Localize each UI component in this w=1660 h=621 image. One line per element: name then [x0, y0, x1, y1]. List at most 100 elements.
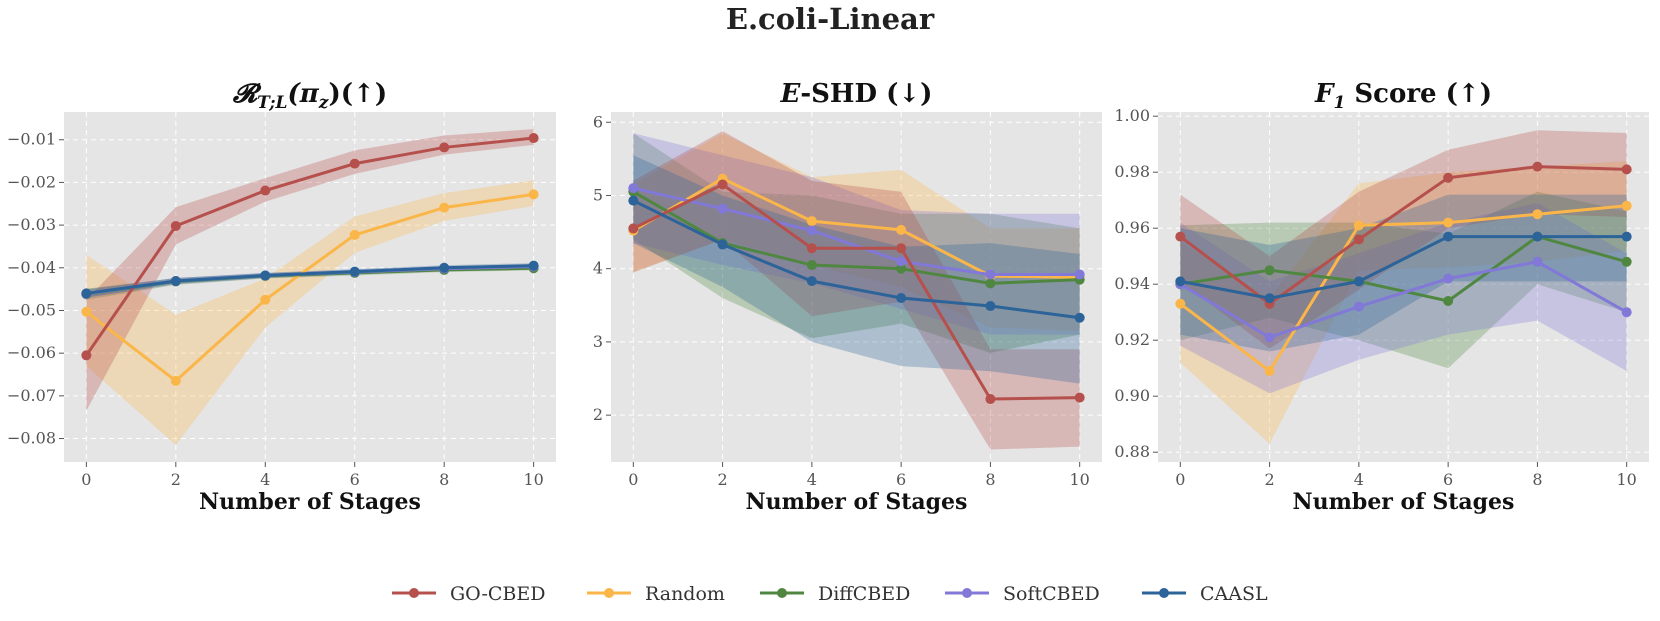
x-tick-label: 10: [523, 470, 543, 489]
data-point-caasl: [717, 239, 728, 250]
x-tick-label: 0: [81, 470, 91, 489]
data-point-caasl: [1264, 293, 1275, 304]
chart-panel-1: 0 2 4 6 8 10 −0.08 −0.07 −0.06 −0.05 −0.04 −0.03 −0.…: [7, 79, 556, 515]
data-point-diffcbed: [985, 278, 996, 289]
y-tick-label: 0.92: [1114, 330, 1150, 349]
series-line-caasl: [86, 264, 534, 295]
legend-item-caasl: CAASL: [1142, 583, 1268, 605]
series-line-diffcbed: [632, 190, 1080, 285]
y-tick-label: −0.06: [7, 343, 56, 362]
data-point-random: [1443, 217, 1454, 228]
x-tick-label: 6: [350, 470, 360, 489]
x-tick-label: 4: [1354, 470, 1364, 489]
x-tick-label: 8: [1532, 470, 1542, 489]
series-line-go-cbed: [85, 136, 534, 357]
legend-item-diffcbed: DiffCBED: [760, 583, 910, 605]
series-line-random: [1179, 204, 1627, 374]
series-line-softcbed: [1179, 260, 1628, 340]
y-tick-label: 0.96: [1114, 218, 1150, 237]
x-tick-label: 4: [807, 470, 817, 489]
data-point-softcbed: [1621, 307, 1632, 318]
data-point-softcbed: [806, 225, 817, 236]
data-point-random: [439, 202, 450, 213]
series-line-softcbed: [632, 186, 1080, 277]
band-softcbed: [1180, 203, 1627, 394]
x-tick-label: 8: [985, 470, 995, 489]
legend-label: Random: [645, 583, 725, 605]
data-point-random: [1532, 209, 1543, 220]
data-point-softcbed: [896, 256, 907, 267]
data-point-go-cbed: [81, 350, 92, 361]
y-tick-label: 1.00: [1114, 106, 1150, 125]
data-point-diffcbed: [1264, 265, 1275, 276]
y-tick-label: 0.94: [1114, 274, 1150, 293]
data-point-go-cbed: [1532, 161, 1543, 172]
y-tick-label: 0.90: [1114, 386, 1150, 405]
legend-item-softcbed: SoftCBED: [945, 583, 1100, 605]
data-point-caasl: [985, 301, 996, 312]
band-diffcbed: [633, 133, 1080, 353]
x-tick-label: 2: [1264, 470, 1274, 489]
data-point-softcbed: [1074, 269, 1085, 280]
data-point-go-cbed: [717, 179, 728, 190]
data-point-caasl: [81, 288, 92, 299]
data-point-go-cbed: [1353, 234, 1364, 245]
y-tick-label: −0.02: [7, 172, 56, 191]
chart-title: E-SHD (↓): [780, 79, 933, 109]
y-tick-label: −0.01: [7, 130, 56, 149]
data-point-caasl: [628, 195, 639, 206]
data-point-go-cbed: [528, 133, 539, 144]
data-point-random: [349, 229, 360, 240]
legend-item-go-cbed: GO-CBED: [392, 583, 545, 605]
data-point-softcbed: [717, 203, 728, 214]
data-point-softcbed: [628, 183, 639, 194]
band-go-cbed: [86, 129, 534, 411]
x-tick-label: 8: [439, 470, 449, 489]
legend-label: CAASL: [1200, 583, 1268, 605]
x-tick-label: 10: [1070, 470, 1090, 489]
data-point-go-cbed: [896, 243, 907, 254]
panels: 0 2 4 6 8 10 −0.08 −0.07 −0.06 −0.05 −0.04 −0.03 −0.…: [7, 79, 1649, 515]
data-point-random: [1175, 298, 1186, 309]
data-point-caasl: [528, 260, 539, 271]
series-line-random: [85, 192, 534, 383]
legend: GO-CBED Random DiffCBED SoftCBED CAASL: [392, 583, 1268, 605]
data-point-go-cbed: [1175, 231, 1186, 242]
band-random: [86, 180, 534, 445]
y-tick-label: 4: [593, 259, 603, 278]
band-caasl: [1180, 194, 1627, 352]
x-axis-label: Number of Stages: [1293, 489, 1515, 515]
band-random: [1180, 161, 1627, 444]
x-tick-label: 2: [717, 470, 727, 489]
data-point-caasl: [896, 292, 907, 303]
data-point-go-cbed: [260, 185, 271, 196]
data-point-caasl: [1621, 231, 1632, 242]
figure-title: E.coli-Linear: [725, 2, 935, 36]
data-point-caasl: [349, 266, 360, 277]
legend-label: DiffCBED: [818, 583, 910, 605]
legend-label: GO-CBED: [450, 583, 545, 605]
data-point-go-cbed: [1621, 164, 1632, 175]
data-point-caasl: [1532, 231, 1543, 242]
series-line-go-cbed: [1179, 165, 1627, 306]
series-line-go-cbed: [632, 182, 1080, 401]
data-point-softcbed: [985, 269, 996, 280]
series-line-caasl: [632, 199, 1080, 320]
band-caasl: [633, 155, 1080, 384]
data-point-random: [81, 306, 92, 317]
data-point-go-cbed: [439, 142, 450, 153]
data-point-go-cbed: [1074, 392, 1085, 403]
legend-swatch-marker: [604, 588, 614, 598]
data-point-softcbed: [1532, 256, 1543, 267]
chart-title: F1 Score (↑): [1314, 79, 1492, 113]
chart-title: 𝓡T;L(πz)(↑): [232, 79, 387, 113]
x-tick-label: 6: [896, 470, 906, 489]
data-point-caasl: [1443, 231, 1454, 242]
chart-panel-2: 0 2 4 6 8 10 2 3 4 5 6 E-SHD (↓) Number of Stages: [593, 79, 1102, 515]
legend-swatch-marker: [777, 588, 787, 598]
data-point-caasl: [439, 262, 450, 273]
legend-swatch-marker: [409, 588, 419, 598]
y-tick-label: 3: [593, 332, 603, 351]
data-point-random: [1264, 366, 1275, 376]
